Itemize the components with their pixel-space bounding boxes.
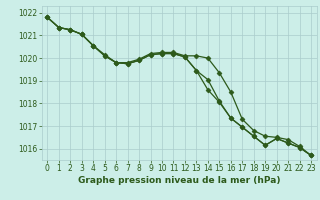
X-axis label: Graphe pression niveau de la mer (hPa): Graphe pression niveau de la mer (hPa) <box>78 176 280 185</box>
